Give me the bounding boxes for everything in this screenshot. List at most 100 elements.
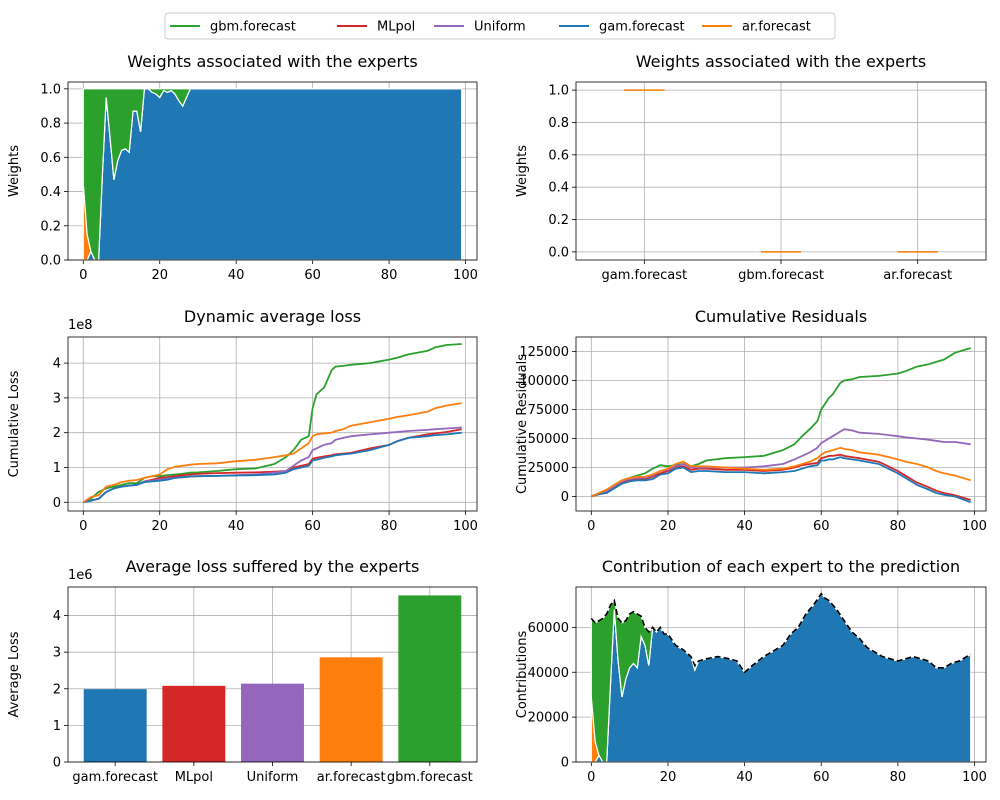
y-tick-label: 0.4 xyxy=(40,185,61,200)
y-axis-label: Weights xyxy=(7,145,22,197)
y-tick-label: 0.8 xyxy=(548,116,569,131)
y-axis-label: Contributions xyxy=(515,631,530,719)
y-tick-label: 0.8 xyxy=(40,117,61,132)
x-tick-label: 40 xyxy=(228,519,245,534)
weights-area-panel: Weights associated with the experts Weigh… xyxy=(7,52,478,283)
y-axis-label: Cumulative Loss xyxy=(7,370,22,477)
y-scale-offset: 1e8 xyxy=(68,318,93,333)
chart-title: Dynamic average loss xyxy=(184,307,361,326)
chart-title: Cumulative Residuals xyxy=(695,307,867,326)
plot-frame xyxy=(575,336,987,512)
bar-uniform xyxy=(241,683,304,762)
y-tick-label: 0 xyxy=(53,496,61,511)
y-tick-label: 50000 xyxy=(528,432,569,447)
x-tick-label: 0 xyxy=(587,770,595,785)
total-prediction-line xyxy=(590,592,972,674)
x-tick-label: Uniform xyxy=(247,770,299,785)
series-line-ar-forecast xyxy=(82,402,462,504)
x-tick-label: 20 xyxy=(151,268,168,283)
plot-frame xyxy=(575,81,987,261)
legend-label-gbm-forecast: gbm.forecast xyxy=(210,20,296,35)
x-tick-label: gam.forecast xyxy=(602,268,688,283)
chart-title: Weights associated with the experts xyxy=(127,52,417,71)
legend-box xyxy=(164,12,836,40)
y-tick-label: 0.2 xyxy=(40,219,61,234)
y-tick-label: 0 xyxy=(561,490,569,505)
x-tick-label: 20 xyxy=(660,770,677,785)
x-tick-label: 0 xyxy=(79,268,87,283)
x-tick-label: ar.forecast xyxy=(317,770,386,785)
legend-label-gam-forecast: gam.forecast xyxy=(599,20,685,35)
y-tick-label: 20000 xyxy=(528,711,569,726)
bar-gam-forecast xyxy=(83,689,147,762)
y-tick-label: 75000 xyxy=(528,403,569,418)
x-tick-label: 100 xyxy=(453,519,478,534)
x-tick-label: 20 xyxy=(660,519,677,534)
chart-title: Average loss suffered by the experts xyxy=(126,557,420,576)
y-tick-label: 2 xyxy=(53,426,61,441)
chart-title: Weights associated with the experts xyxy=(636,52,926,71)
x-tick-label: 80 xyxy=(890,770,907,785)
weights-box-panel: Weights associated with the experts Weigh… xyxy=(515,52,987,283)
x-tick-label: gbm.forecast xyxy=(738,268,824,283)
x-tick-label: 60 xyxy=(813,519,830,534)
average-loss-panel: Average loss suffered by the experts Aver… xyxy=(7,557,478,785)
y-tick-label: 3 xyxy=(53,646,61,661)
chart-title: Contribution of each expert to the predi… xyxy=(602,557,960,576)
area-gam-forecast xyxy=(591,592,972,763)
y-tick-label: 25000 xyxy=(528,461,569,476)
y-tick-label: 100000 xyxy=(519,374,569,389)
y-tick-label: 0.0 xyxy=(548,245,569,260)
series-line-gam-forecast xyxy=(83,431,462,504)
x-tick-label: 100 xyxy=(962,519,987,534)
y-tick-label: 0 xyxy=(53,756,61,771)
legend: gbm.forecast MLpol Uniform gam.forecast ar.f… xyxy=(164,12,836,40)
plot-frame xyxy=(67,586,478,763)
x-tick-label: gam.forecast xyxy=(72,770,158,785)
series-line-uniform xyxy=(591,428,971,498)
y-tick-label: 0.0 xyxy=(40,254,61,269)
legend-label-uniform: Uniform xyxy=(474,20,526,35)
bar-mlpol xyxy=(162,685,226,762)
y-axis-label: Average Loss xyxy=(7,631,22,717)
x-tick-label: 0 xyxy=(79,519,87,534)
y-tick-label: 1 xyxy=(53,719,61,734)
y-tick-label: 0.6 xyxy=(40,151,61,166)
y-tick-label: 0.4 xyxy=(548,181,569,196)
contributions-panel: Contribution of each expert to the predi… xyxy=(515,557,987,785)
y-tick-label: 125000 xyxy=(519,345,569,360)
x-tick-label: 100 xyxy=(453,268,478,283)
bar-ar-forecast xyxy=(319,657,383,762)
dynamic-loss-panel: Dynamic average loss Cumulative Loss 1e8 0 2… xyxy=(7,307,478,534)
y-tick-label: 1.0 xyxy=(548,84,569,99)
series-line-mlpol xyxy=(83,428,462,504)
x-tick-label: 80 xyxy=(381,268,398,283)
series-line-mlpol xyxy=(591,453,971,501)
plot-frame xyxy=(67,81,478,261)
x-tick-label: gbm.forecast xyxy=(387,770,473,785)
cumulative-residuals-panel: Cumulative Residuals Cumulative Residuals… xyxy=(515,307,987,534)
x-tick-label: 40 xyxy=(736,770,753,785)
series-line-gbm-forecast xyxy=(82,343,462,504)
y-tick-label: 40000 xyxy=(528,666,569,681)
y-tick-label: 1 xyxy=(53,461,61,476)
y-axis-label: Weights xyxy=(515,145,530,197)
y-axis-label: Cumulative Residuals xyxy=(515,354,530,494)
area-gbm-forecast xyxy=(82,88,462,261)
y-tick-label: 0.2 xyxy=(548,213,569,228)
series-line-gbm-forecast xyxy=(590,347,971,498)
y-tick-label: 3 xyxy=(53,391,61,406)
y-tick-label: 4 xyxy=(53,357,61,372)
x-tick-label: 20 xyxy=(151,519,168,534)
y-scale-offset: 1e6 xyxy=(68,568,93,583)
x-tick-label: MLpol xyxy=(175,770,213,785)
y-tick-label: 0 xyxy=(561,756,569,771)
x-tick-label: 40 xyxy=(228,268,245,283)
legend-label-mlpol: MLpol xyxy=(377,20,415,35)
plot-frame xyxy=(575,586,987,763)
x-tick-label: 80 xyxy=(890,519,907,534)
legend-label-ar-forecast: ar.forecast xyxy=(742,20,811,35)
x-tick-label: 60 xyxy=(304,519,321,534)
x-tick-label: 60 xyxy=(304,268,321,283)
